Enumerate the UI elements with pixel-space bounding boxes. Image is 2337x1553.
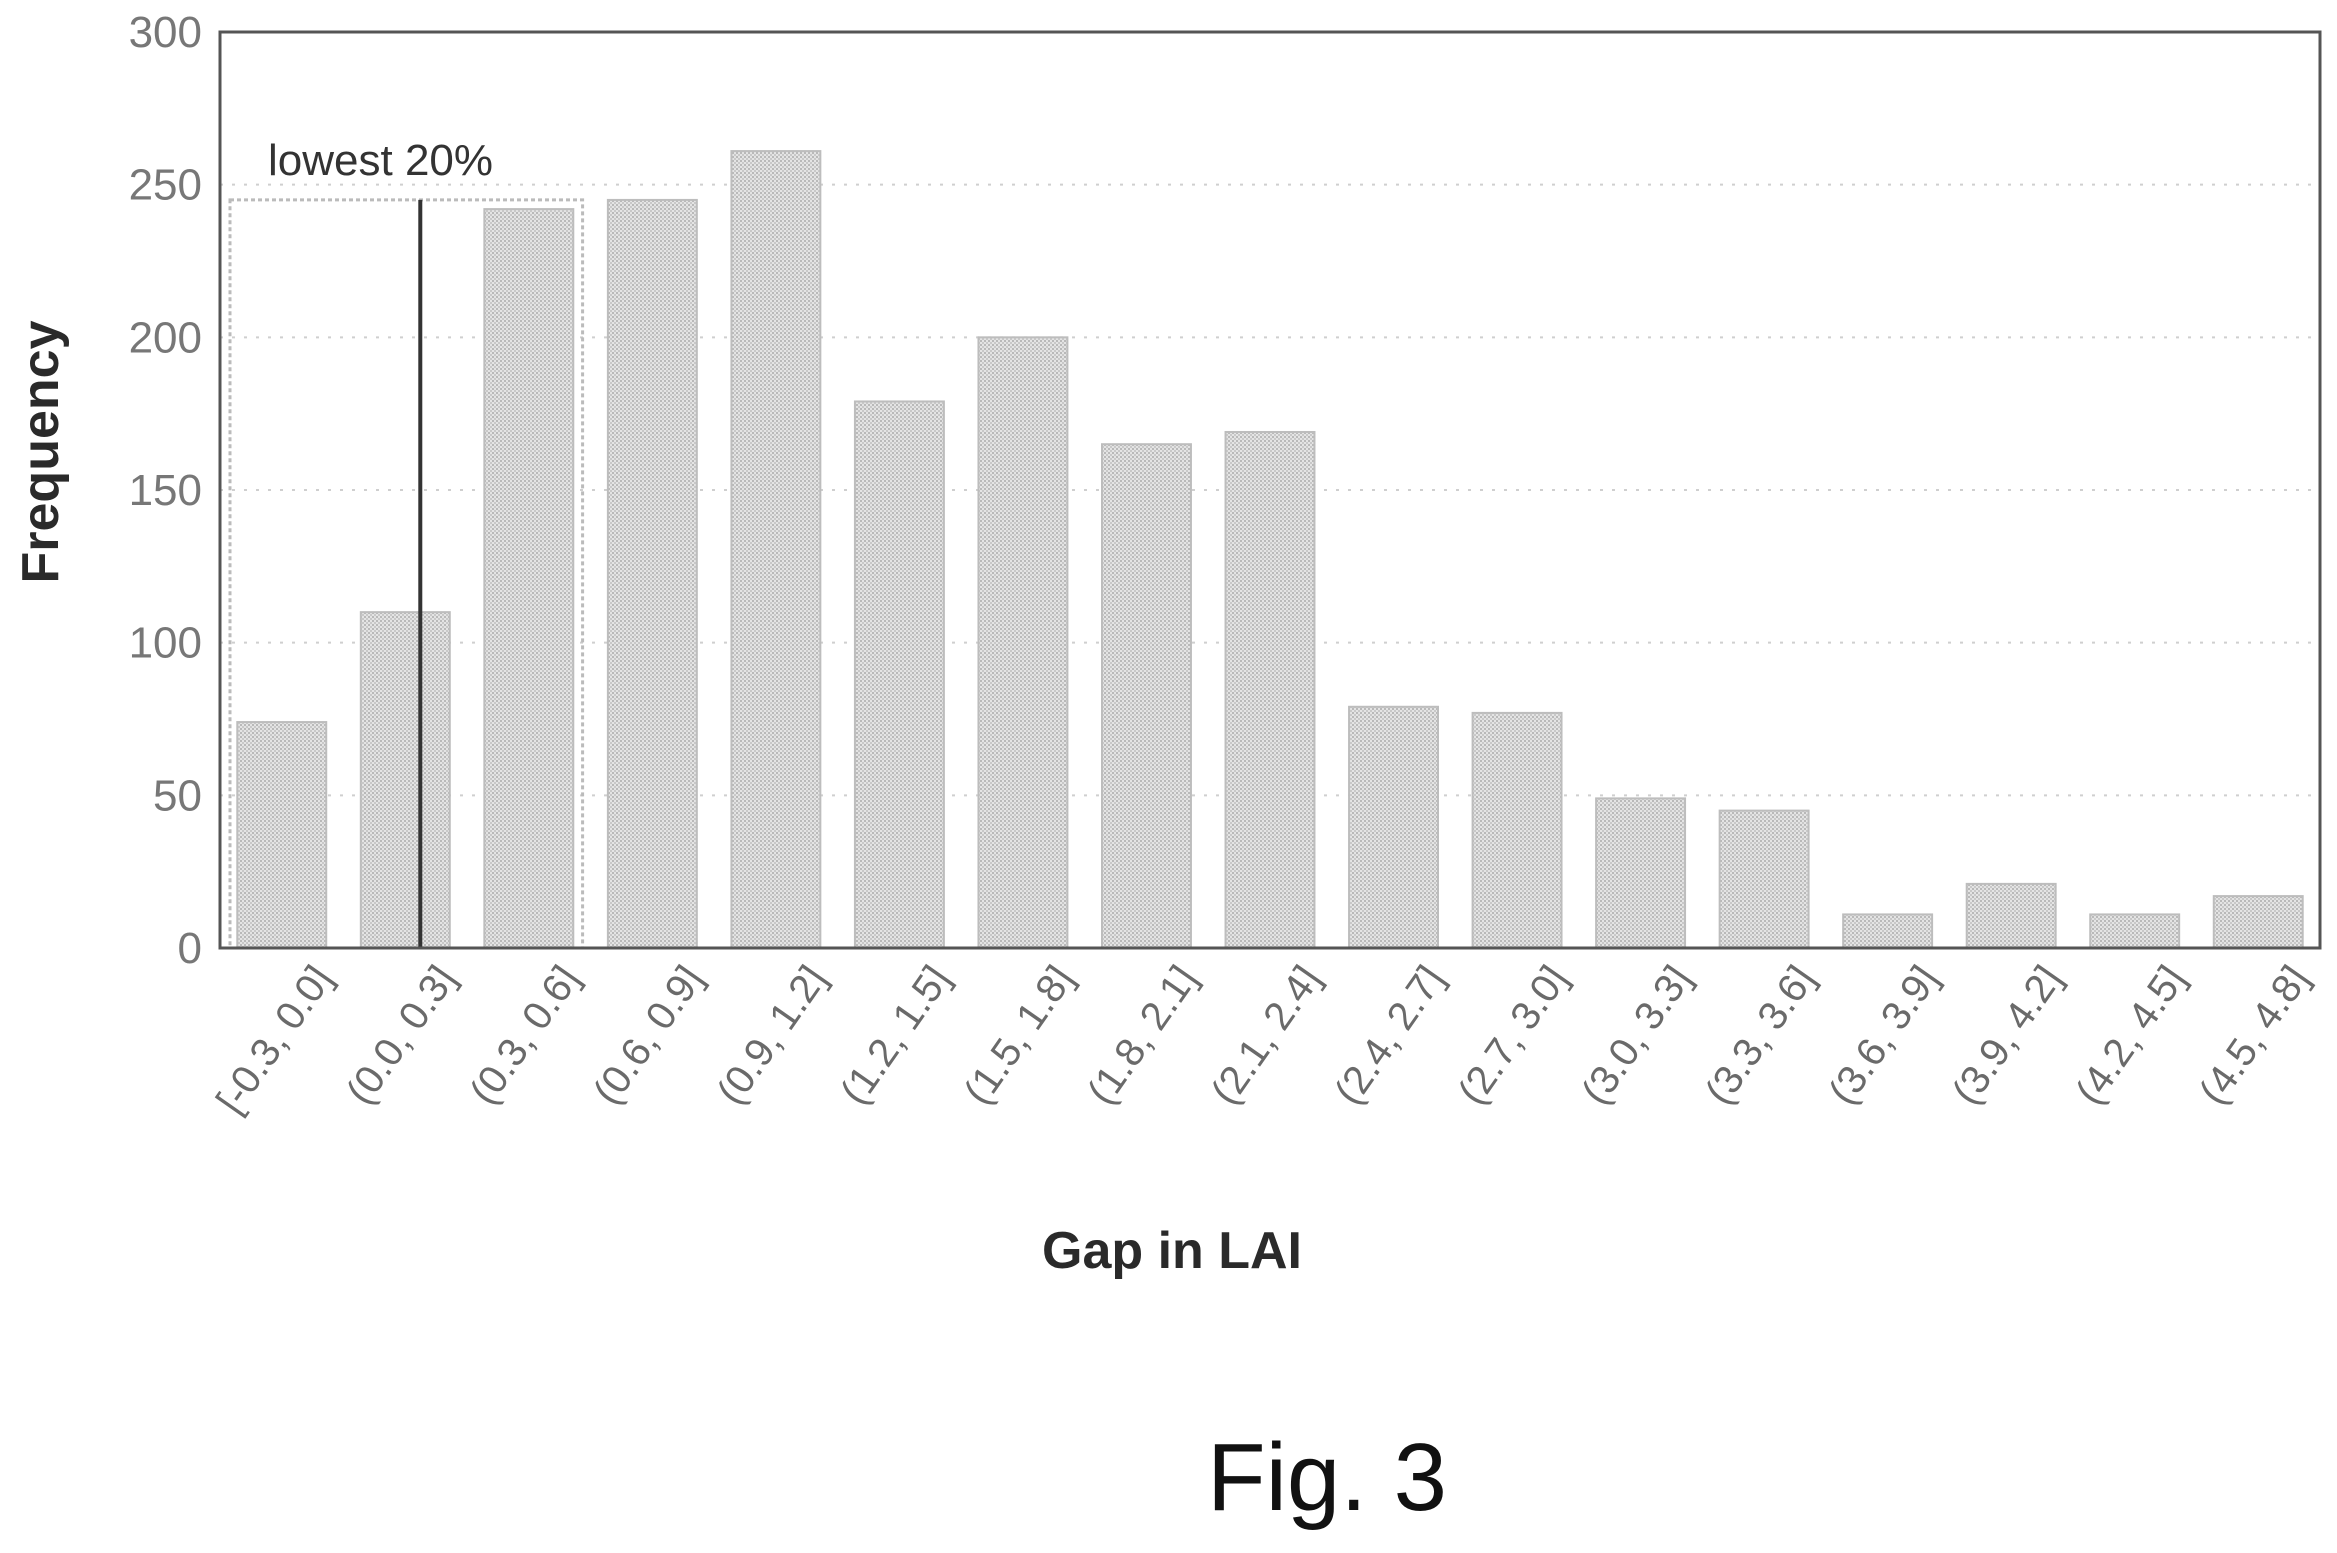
plot-frame	[218, 30, 2322, 950]
x-tick-label-7: (1.8, 2.1]	[1079, 958, 1206, 1113]
bar-11	[1595, 797, 1687, 949]
y-axis-ticks: 0 50 100 150 200 250 300	[129, 8, 202, 973]
x-tick-label-6: (1.5, 1.8]	[956, 958, 1083, 1113]
bar-8	[1224, 430, 1316, 949]
x-tick-label-16: (4.5, 4.8]	[2191, 958, 2318, 1113]
bars	[236, 150, 2304, 950]
figure-label: Fig. 3	[1207, 1424, 1447, 1531]
x-tick-label-14: (3.9, 4.2]	[1944, 958, 2071, 1113]
bar-15	[2089, 913, 2181, 949]
y-tick-label-4: 200	[129, 313, 202, 362]
x-tick-label-12: (3.3, 3.6]	[1697, 958, 1824, 1113]
x-tick-label-11: (3.0, 3.3]	[1573, 958, 1700, 1113]
bar-9	[1348, 705, 1440, 950]
bar-0	[236, 721, 328, 950]
bar-14	[1965, 882, 2057, 950]
x-tick-label-1: (0.0, 0.3]	[338, 958, 465, 1113]
x-tick-label-3: (0.6, 0.9]	[585, 958, 712, 1113]
y-tick-label-3: 150	[129, 466, 202, 515]
x-tick-label-9: (2.4, 2.7]	[1326, 958, 1453, 1113]
bar-7	[1101, 443, 1192, 949]
bar-13	[1842, 913, 1934, 949]
x-tick-label-0: [-0.3, 0.0]	[208, 958, 341, 1122]
x-tick-label-13: (3.6, 3.9]	[1820, 958, 1947, 1113]
bar-6	[977, 336, 1069, 950]
y-axis-title: Frequency	[12, 320, 70, 583]
x-tick-label-8: (2.1, 2.4]	[1203, 958, 1330, 1113]
y-tick-label-2: 100	[129, 619, 202, 668]
bar-12	[1718, 809, 1810, 949]
bar-4	[730, 150, 822, 949]
x-tick-label-10: (2.7, 3.0]	[1450, 958, 1577, 1113]
x-tick-label-2: (0.3, 0.6]	[462, 958, 589, 1113]
x-axis-ticks: [-0.3, 0.0](0.0, 0.3](0.3, 0.6](0.6, 0.9…	[208, 958, 2317, 1122]
x-tick-label-5: (1.2, 1.5]	[832, 958, 959, 1113]
x-axis-title: Gap in LAI	[1042, 1222, 1302, 1280]
y-tick-label-6: 300	[129, 8, 202, 57]
x-tick-label-4: (0.9, 1.2]	[709, 958, 836, 1113]
y-tick-label-1: 50	[153, 771, 202, 820]
bar-10	[1471, 711, 1563, 949]
x-tick-label-15: (4.2, 4.5]	[2067, 958, 2194, 1113]
bar-1	[359, 611, 451, 950]
y-tick-label-5: 250	[129, 161, 202, 210]
bar-3	[606, 198, 698, 949]
bar-5	[853, 400, 945, 950]
y-tick-label-0: 0	[178, 924, 202, 973]
bar-2	[483, 208, 575, 950]
annotation-label: lowest 20%	[268, 136, 493, 185]
bar-16	[2212, 895, 2304, 949]
